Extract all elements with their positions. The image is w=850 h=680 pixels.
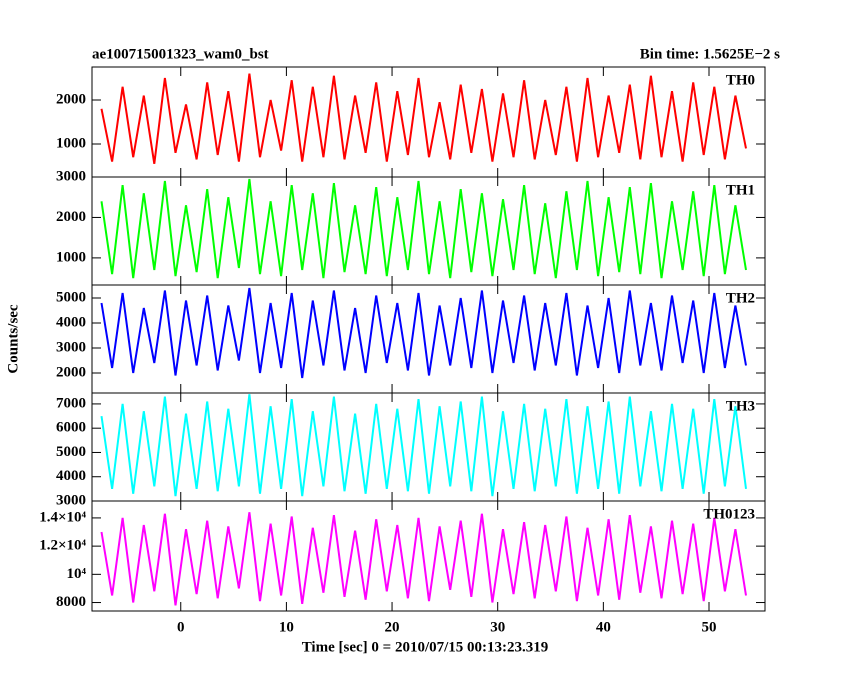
series-line <box>100 394 747 497</box>
y-tick-label: 7000 <box>56 395 86 411</box>
y-tick-label: 5000 <box>56 289 86 305</box>
y-tick-label: 3000 <box>56 492 86 508</box>
panel-frame <box>91 500 766 612</box>
x-tick-label: 20 <box>385 619 400 635</box>
y-tick-label: 4000 <box>56 314 86 330</box>
y-axis-label: Counts/sec <box>5 304 21 374</box>
x-tick-label: 0 <box>177 619 185 635</box>
panel-label: TH0 <box>726 72 755 88</box>
y-tick-label: 1.2×10⁴ <box>39 538 86 554</box>
x-tick-label: 40 <box>596 619 611 635</box>
bin-time: Bin time: 1.5625E−2 s <box>640 46 780 62</box>
x-tick-label: 10 <box>279 619 294 635</box>
chart-title: ae100715001323_wam0_bst <box>92 46 269 62</box>
panel-label: TH3 <box>726 398 755 414</box>
x-axis-label: Time [sec] 0 = 2010/07/15 00:13:23.319 <box>302 639 549 655</box>
y-tick-label: 2000 <box>56 364 86 380</box>
x-tick-label: 30 <box>490 619 505 635</box>
y-tick-label: 1000 <box>56 135 86 151</box>
y-tick-label: 5000 <box>56 444 86 460</box>
y-tick-label: 3000 <box>56 168 86 184</box>
y-tick-label: 1.4×10⁴ <box>39 509 86 525</box>
series-line <box>100 287 747 379</box>
panel-label: TH0123 <box>703 506 755 522</box>
y-tick-label: 1000 <box>56 249 86 265</box>
y-tick-label: 8000 <box>56 594 86 610</box>
y-tick-label: 4000 <box>56 468 86 484</box>
series-line <box>100 178 747 279</box>
series-line <box>100 73 747 164</box>
y-tick-label: 6000 <box>56 420 86 436</box>
y-tick-label: 2000 <box>56 209 86 225</box>
y-tick-label: 3000 <box>56 339 86 355</box>
y-tick-label: 10⁴ <box>67 566 87 582</box>
y-tick-label: 2000 <box>56 91 86 107</box>
panel-label: TH1 <box>726 182 755 198</box>
series-line <box>100 512 747 606</box>
x-tick-label: 50 <box>702 619 717 635</box>
panel-label: TH2 <box>726 290 755 306</box>
